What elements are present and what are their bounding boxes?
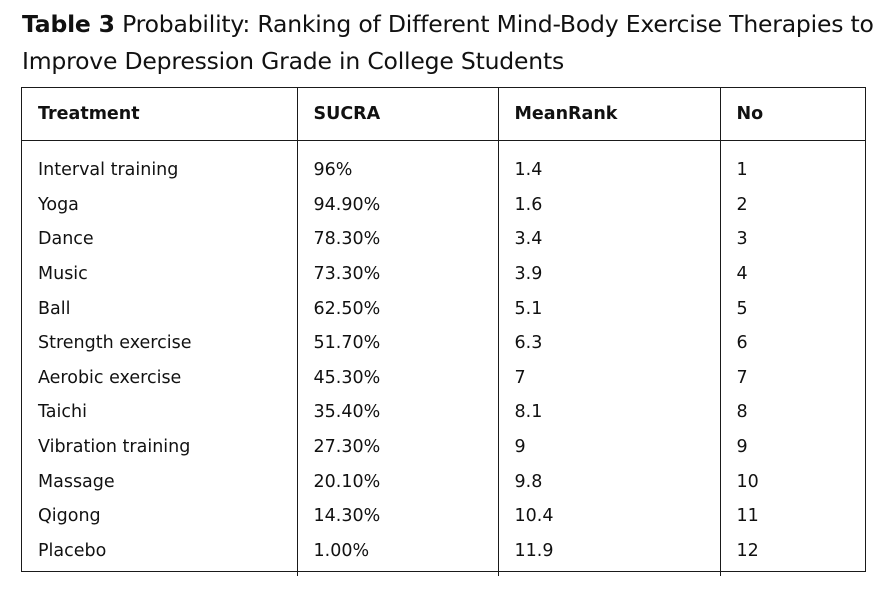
- cell-no: 4: [719, 256, 865, 292]
- table-row: Taichi 35.40% 8.1 8: [22, 395, 865, 430]
- cell-treatment: Taichi: [38, 402, 87, 423]
- table-caption-label: Table 3: [22, 10, 115, 38]
- header-meanrank: MeanRank: [497, 88, 720, 141]
- cell-treatment: Music: [38, 264, 88, 285]
- header-sucra: SUCRA: [296, 88, 498, 141]
- header-treatment: Treatment: [22, 88, 297, 141]
- cell-no: 3: [719, 222, 865, 257]
- cell-no: 5: [719, 291, 865, 326]
- table-row: Aerobic exercise 45.30% 7 7: [22, 360, 865, 396]
- table-row: Vibration training 27.30% 9 9: [22, 429, 865, 465]
- cell-sucra: 14.30%: [296, 498, 498, 534]
- cell-no: 11: [719, 498, 865, 534]
- table-row: Qigong 14.30% 10.4 11: [22, 498, 865, 534]
- table-caption-text: Probability: Ranking of Different Mind-B…: [22, 10, 874, 75]
- cell-treatment: Qigong: [38, 506, 101, 527]
- table-row: Placebo 1.00% 11.9 12: [22, 533, 865, 577]
- cell-meanrank: 5.1: [497, 291, 720, 326]
- table-row: Interval training 96% 1.4 1: [22, 140, 865, 188]
- cell-no: 12: [719, 533, 865, 577]
- cell-meanrank: 11.9: [497, 533, 720, 577]
- table-body: Interval training 96% 1.4 1 Yoga 94.90% 1.6 2 Da…: [22, 140, 865, 577]
- table-header-row: Treatment SUCRA MeanRank No: [22, 88, 865, 141]
- cell-treatment: Dance: [38, 229, 94, 250]
- cell-treatment: Ball: [38, 298, 71, 319]
- cell-meanrank: 8.1: [497, 395, 720, 430]
- cell-no: 10: [719, 464, 865, 499]
- cell-treatment: Vibration training: [38, 437, 191, 458]
- ranking-table: Treatment SUCRA MeanRank No Interval tra…: [22, 88, 865, 577]
- cell-no: 1: [719, 140, 865, 188]
- cell-meanrank: 9.8: [497, 464, 720, 499]
- cell-sucra: 20.10%: [296, 464, 498, 499]
- cell-meanrank: 9: [497, 429, 720, 465]
- table-row: Ball 62.50% 5.1 5: [22, 291, 865, 326]
- cell-sucra: 35.40%: [296, 395, 498, 430]
- cell-meanrank: 7: [497, 360, 720, 396]
- cell-meanrank: 1.6: [497, 187, 720, 223]
- cell-treatment: Aerobic exercise: [38, 367, 182, 388]
- cell-sucra: 51.70%: [296, 325, 498, 361]
- table-header: Treatment SUCRA MeanRank No: [22, 88, 865, 141]
- cell-sucra: 62.50%: [296, 291, 498, 326]
- table-row: Music 73.30% 3.9 4: [22, 256, 865, 292]
- cell-sucra: 73.30%: [296, 256, 498, 292]
- cell-treatment: Yoga: [38, 194, 79, 215]
- cell-meanrank: 10.4: [497, 498, 720, 534]
- cell-treatment: Strength exercise: [38, 333, 192, 354]
- cell-meanrank: 6.3: [497, 325, 720, 361]
- cell-treatment: Placebo: [38, 540, 107, 561]
- cell-no: 6: [719, 325, 865, 361]
- cell-no: 9: [719, 429, 865, 465]
- cell-treatment: Massage: [38, 471, 115, 492]
- cell-meanrank: 1.4: [497, 140, 720, 188]
- table-row: Yoga 94.90% 1.6 2: [22, 187, 865, 223]
- cell-sucra: 1.00%: [296, 533, 498, 577]
- table-caption: Table 3 Probability: Ranking of Differen…: [22, 6, 877, 80]
- cell-sucra: 96%: [296, 140, 498, 188]
- cell-no: 2: [719, 187, 865, 223]
- cell-meanrank: 3.4: [497, 222, 720, 257]
- cell-sucra: 45.30%: [296, 360, 498, 396]
- cell-sucra: 78.30%: [296, 222, 498, 257]
- table-row: Strength exercise 51.70% 6.3 6: [22, 325, 865, 361]
- cell-sucra: 27.30%: [296, 429, 498, 465]
- header-no: No: [719, 88, 865, 141]
- cell-meanrank: 3.9: [497, 256, 720, 292]
- table-row: Massage 20.10% 9.8 10: [22, 464, 865, 499]
- cell-no: 8: [719, 395, 865, 430]
- cell-treatment: Interval training: [38, 160, 179, 181]
- ranking-table-container: Treatment SUCRA MeanRank No Interval tra…: [21, 87, 866, 577]
- cell-no: 7: [719, 360, 865, 396]
- cell-sucra: 94.90%: [296, 187, 498, 223]
- table-row: Dance 78.30% 3.4 3: [22, 222, 865, 257]
